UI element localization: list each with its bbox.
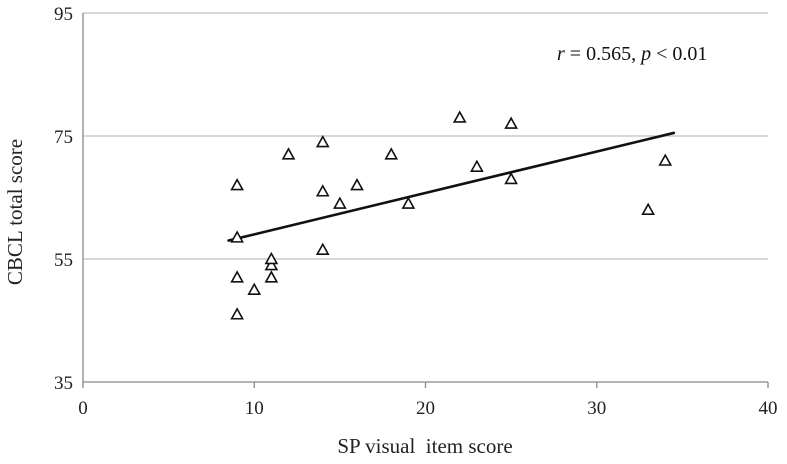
data-point [264,270,279,283]
correlation-annotation: r = 0.565, p < 0.01 [557,43,707,65]
data-point [452,110,467,123]
axes [82,13,769,388]
data-point [333,196,347,209]
data-point [315,242,330,255]
y-tick-label: 35 [54,373,73,394]
x-tick-label: 40 [759,398,778,419]
data-point [281,147,296,160]
x-axis-title: SP visual item score [337,434,512,458]
y-tick-label: 55 [54,250,73,271]
data-point [230,178,244,191]
x-tick-label: 20 [416,398,435,419]
p-symbol: p [639,43,651,65]
r-symbol: r [557,43,565,65]
data-point [658,153,673,166]
data-point [230,270,244,283]
data-point [315,135,330,148]
p-value: < 0.01 [651,43,707,65]
data-point [315,184,330,197]
trendline [227,131,676,242]
data-point [504,171,518,185]
data-point [384,147,399,160]
y-axis-title: CBCL total score [3,139,27,285]
y-tick-label: 75 [54,127,73,148]
y-tick-label: 95 [54,4,73,25]
r-value: = 0.565, [565,43,641,65]
data-point [230,230,244,243]
tick-labels: 35 55 75 95 0 10 20 30 40 [54,4,778,419]
x-tick-label: 10 [245,398,264,419]
x-tick-label: 30 [587,398,606,419]
trendline-layer [227,131,676,242]
data-point [264,251,279,265]
data-point [350,178,364,191]
data-points [230,110,673,320]
data-point [401,196,416,209]
data-point [504,116,518,129]
gridlines [83,12,768,260]
data-point [247,282,262,295]
data-point [470,159,484,172]
data-point [230,307,244,320]
data-point [641,202,655,215]
data-point [264,258,279,271]
x-tick-label: 0 [78,398,88,419]
